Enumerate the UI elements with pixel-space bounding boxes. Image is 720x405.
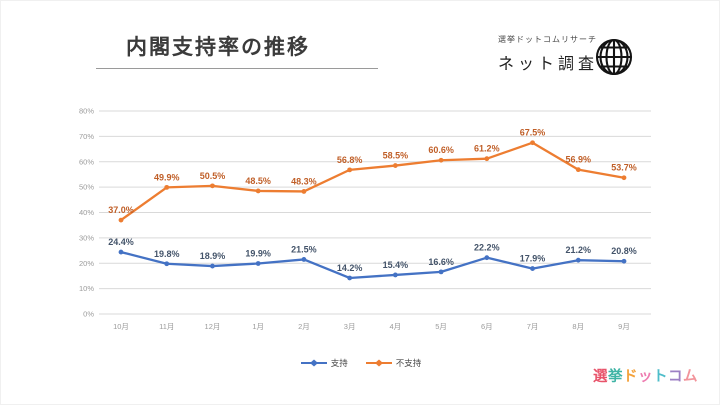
data-point: [164, 184, 170, 190]
data-point: [210, 263, 215, 269]
svg-text:11月: 11月: [159, 322, 174, 331]
data-label: 53.7%: [611, 163, 637, 173]
data-label: 17.9%: [520, 254, 546, 264]
svg-text:10%: 10%: [79, 284, 94, 293]
data-label: 21.2%: [566, 245, 592, 255]
svg-text:1月: 1月: [252, 322, 264, 331]
data-label: 56.8%: [337, 155, 363, 165]
data-point: [392, 163, 398, 168]
legend-marker-icon: [365, 359, 392, 367]
svg-text:40%: 40%: [79, 208, 94, 217]
data-label: 21.5%: [291, 244, 317, 254]
data-point: [301, 257, 307, 262]
data-point: [484, 255, 490, 261]
research-logo-title: ネット調査: [498, 56, 599, 73]
data-label: 50.5%: [200, 171, 226, 181]
footer-logo-letter: 挙: [608, 369, 623, 385]
research-logo-subtitle: 選挙ドットコムリサーチ: [498, 35, 597, 44]
legend-label: 支持: [330, 358, 348, 368]
data-point: [438, 269, 444, 275]
data-label: 48.5%: [245, 176, 271, 186]
data-label: 15.4%: [383, 260, 409, 270]
svg-text:60%: 60%: [79, 157, 94, 166]
page-title: 内閣支持率の推移: [126, 36, 310, 59]
data-point: [530, 266, 535, 271]
footer-logo-letter: ド: [623, 369, 638, 385]
data-label: 20.8%: [611, 246, 637, 256]
svg-text:50%: 50%: [79, 183, 94, 192]
svg-text:80%: 80%: [79, 107, 94, 116]
svg-text:8月: 8月: [572, 322, 584, 331]
legend-item-不支持: 不支持: [365, 357, 422, 369]
series-不支持: 37.0% 49.9% 50.5% 48.5% 48.3% 56.8% 58.5% 60.6%…: [108, 128, 637, 223]
svg-text:3月: 3月: [344, 322, 356, 331]
globe-icon: [595, 38, 633, 76]
svg-text:0%: 0%: [83, 310, 94, 319]
data-point: [164, 261, 170, 267]
data-label: 24.4%: [108, 237, 134, 247]
footer-brand-logo: 選挙ドットコム: [593, 365, 698, 386]
data-point: [621, 175, 627, 181]
gridlines: [99, 110, 651, 315]
data-point: [621, 258, 627, 264]
data-label: 19.9%: [245, 249, 271, 259]
series-支持: 24.4% 19.8% 18.9% 19.9% 21.5% 14.2% 15.4% 16.6%…: [108, 237, 637, 281]
data-point: [575, 167, 581, 173]
data-label: 14.2%: [337, 263, 363, 273]
data-label: 58.5%: [383, 151, 409, 161]
data-point: [255, 188, 261, 194]
svg-text:6月: 6月: [481, 322, 493, 331]
footer-logo-letter: ト: [653, 369, 668, 385]
data-point: [484, 156, 490, 162]
svg-text:7月: 7月: [527, 322, 539, 331]
footer-logo-letter: コ: [668, 369, 683, 385]
line-chart: 0% 10% 20% 30% 40% 50% 60% 70% 80% 10月 11月 12月 1月 2月 3…: [79, 107, 651, 331]
data-point: [575, 257, 581, 263]
footer-logo-letter: ム: [683, 369, 698, 385]
data-point: [210, 183, 215, 189]
data-point: [530, 140, 535, 146]
footer-logo-letter: ッ: [638, 369, 653, 385]
data-label: 22.2%: [474, 243, 500, 253]
legend-item-支持: 支持: [300, 357, 348, 369]
data-label: 18.9%: [200, 251, 226, 261]
svg-text:4月: 4月: [390, 322, 402, 331]
svg-text:20%: 20%: [79, 259, 94, 268]
svg-text:2月: 2月: [298, 322, 310, 331]
data-point: [347, 275, 353, 281]
data-label: 67.5%: [520, 128, 546, 138]
footer-logo-letter: 選: [593, 369, 608, 385]
data-point: [438, 157, 444, 163]
data-point: [347, 167, 353, 173]
data-label: 16.6%: [428, 257, 454, 267]
data-label: 37.0%: [108, 205, 134, 215]
svg-text:12月: 12月: [205, 322, 221, 331]
svg-text:70%: 70%: [79, 132, 94, 141]
title-underline: [96, 68, 378, 69]
y-axis-tick-labels: 0% 10% 20% 30% 40% 50% 60% 70% 80%: [79, 107, 94, 319]
chart-legend: 支持 不支持: [1, 357, 720, 369]
data-label: 49.9%: [154, 172, 180, 182]
svg-text:30%: 30%: [79, 233, 94, 242]
data-label: 56.9%: [566, 155, 592, 165]
svg-text:10月: 10月: [113, 322, 129, 331]
svg-text:9月: 9月: [618, 322, 630, 331]
data-label: 48.3%: [291, 176, 317, 186]
data-label: 60.6%: [428, 145, 454, 155]
x-axis-tick-labels: 10月 11月 12月 1月 2月 3月 4月 5月 6月 7月 8月 9月: [113, 322, 630, 331]
legend-marker-icon: [300, 359, 327, 367]
data-point: [118, 217, 124, 223]
svg-text:5月: 5月: [435, 322, 447, 331]
data-point: [118, 249, 124, 255]
data-point: [255, 261, 261, 266]
data-label: 19.8%: [154, 249, 180, 259]
data-point: [301, 189, 307, 194]
legend-label: 不支持: [395, 358, 422, 368]
data-label: 61.2%: [474, 144, 500, 154]
data-point: [392, 272, 398, 278]
research-logo: 選挙ドットコムリサーチ ネット調査: [498, 34, 698, 74]
